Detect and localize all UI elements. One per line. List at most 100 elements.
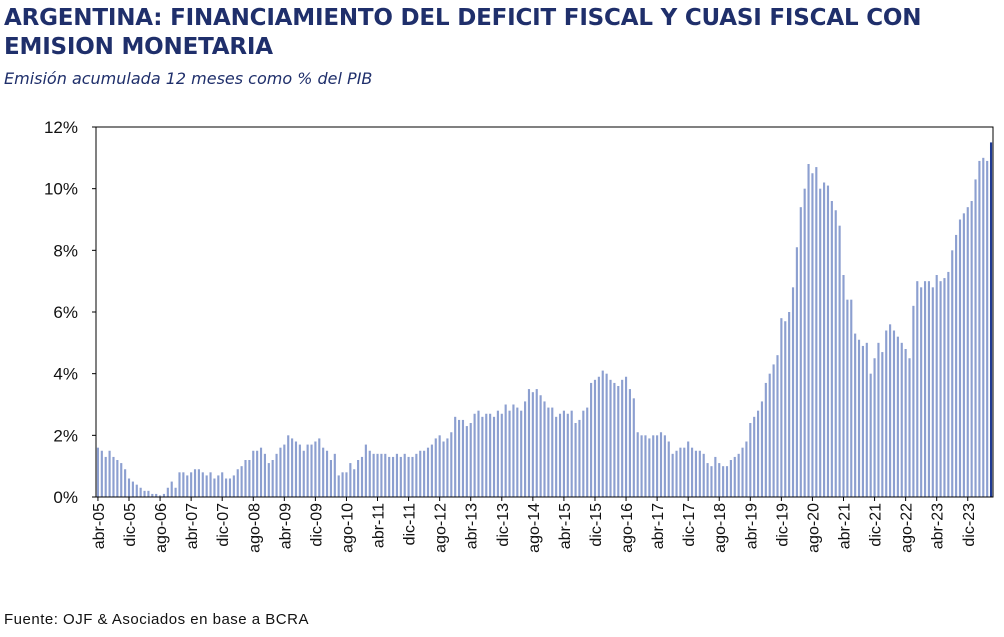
bar: [228, 478, 232, 497]
bar: [679, 447, 682, 497]
bar: [147, 490, 150, 497]
bar: [838, 225, 841, 498]
bar: [283, 444, 286, 497]
bar: [675, 450, 678, 497]
bar: [613, 382, 616, 497]
bar: [217, 475, 220, 497]
bar: [143, 490, 146, 497]
bar: [912, 305, 915, 497]
bar: [512, 404, 515, 497]
bar: [857, 339, 861, 497]
bar: [201, 472, 204, 497]
bar: [508, 410, 511, 497]
bar: [566, 413, 569, 497]
bar: [737, 453, 740, 497]
bar: [182, 472, 185, 497]
bar: [780, 318, 783, 497]
x-tick-label: dic-09: [308, 503, 325, 547]
bar: [640, 435, 643, 497]
bar: [287, 435, 290, 497]
bar: [213, 478, 216, 497]
bar: [989, 142, 993, 498]
bar: [745, 441, 748, 497]
x-tick-label: dic-11: [402, 503, 419, 545]
x-tick-label: abr-05: [91, 503, 108, 549]
chart-subtitle: Emisión acumulada 12 meses como % del PI…: [4, 69, 373, 88]
bar: [516, 407, 519, 497]
bar: [725, 466, 729, 497]
bar: [391, 456, 395, 497]
bar: [628, 389, 631, 497]
bar: [889, 324, 892, 497]
bar: [652, 435, 655, 497]
bar: [314, 441, 317, 497]
bar: [694, 450, 698, 497]
bar: [881, 352, 884, 497]
bar: [644, 435, 647, 497]
bar: [962, 213, 965, 497]
bar: [830, 201, 833, 497]
bar: [562, 410, 565, 497]
bar: [166, 487, 169, 497]
x-tick-label: dic-23: [961, 503, 978, 547]
bar: [597, 376, 600, 497]
bar: [275, 453, 278, 497]
bar: [605, 373, 608, 497]
bar: [601, 370, 604, 497]
x-tick-label: abr-17: [650, 503, 667, 549]
bar: [461, 419, 465, 497]
bar: [757, 410, 760, 497]
bar: [671, 453, 674, 497]
bar: [970, 201, 973, 497]
bar: [248, 460, 251, 497]
bar: [302, 450, 305, 497]
bar: [931, 287, 934, 497]
bar: [667, 441, 670, 497]
bar: [170, 481, 173, 497]
bar: [636, 432, 639, 497]
bar: [368, 450, 371, 497]
bar: [353, 469, 356, 497]
bar: [823, 182, 826, 497]
bar: [162, 493, 166, 497]
bar: [799, 207, 802, 498]
y-tick-label: 10%: [44, 180, 78, 199]
bar: [104, 456, 107, 497]
bar: [108, 450, 111, 497]
bar: [465, 426, 468, 497]
bar: [411, 456, 414, 497]
bar: [543, 401, 546, 497]
y-tick-label: 0%: [53, 488, 78, 507]
bar: [624, 376, 628, 497]
x-tick-label: dic-15: [588, 503, 605, 547]
x-tick-label: ago-20: [805, 503, 822, 553]
x-tick-label: ago-22: [899, 503, 916, 553]
bar: [345, 472, 348, 497]
x-tick-label: abr-07: [184, 503, 201, 549]
bar: [690, 447, 694, 497]
bar: [337, 475, 340, 497]
bar: [256, 450, 259, 497]
bar: [714, 456, 717, 497]
x-tick-label: abr-21: [837, 503, 854, 549]
bar: [364, 444, 367, 497]
bar: [341, 472, 344, 497]
bar: [500, 413, 503, 497]
bar: [232, 475, 235, 497]
bar: [958, 219, 962, 497]
bar: [415, 453, 418, 497]
bar: [263, 453, 266, 497]
bar: [617, 386, 620, 497]
bar: [807, 164, 810, 497]
x-tick-label: dic-05: [122, 503, 139, 547]
bar: [578, 419, 581, 497]
bar: [555, 416, 558, 497]
bar: [648, 438, 651, 497]
bar: [741, 447, 744, 497]
bar: [504, 404, 507, 497]
x-tick-label: dic-17: [681, 503, 698, 547]
bar: [927, 281, 930, 497]
bar: [322, 447, 325, 497]
bar: [225, 478, 228, 497]
